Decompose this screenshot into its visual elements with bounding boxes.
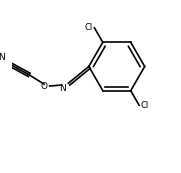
Text: N: N (59, 84, 66, 93)
Text: Cl: Cl (84, 23, 92, 32)
Text: O: O (41, 81, 48, 90)
Text: Cl: Cl (141, 101, 149, 110)
Text: N: N (0, 53, 5, 62)
